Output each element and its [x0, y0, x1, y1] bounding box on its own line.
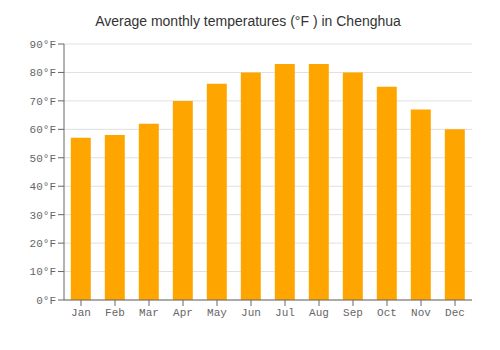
svg-text:Oct: Oct [377, 307, 397, 319]
svg-text:60°F: 60°F [30, 124, 56, 136]
svg-text:Aug: Aug [309, 307, 329, 319]
svg-text:30°F: 30°F [30, 210, 56, 222]
svg-text:40°F: 40°F [30, 181, 56, 193]
html-text:Average monthly temperatures (: Average monthly temperatures (°F ) in Ch… [95, 13, 401, 29]
svg-text:Apr: Apr [173, 307, 193, 319]
svg-text:Nov: Nov [411, 307, 431, 319]
svg-text:Jan: Jan [71, 307, 91, 319]
svg-text:Mar: Mar [139, 307, 159, 319]
svg-text:Feb: Feb [105, 307, 125, 319]
svg-text:10°F: 10°F [30, 266, 56, 278]
svg-text:Jun: Jun [241, 307, 261, 319]
svg-text:0°F: 0°F [36, 295, 56, 307]
svg-text:20°F: 20°F [30, 238, 56, 250]
svg-text:Jul: Jul [275, 307, 295, 319]
svg-text:90°F: 90°F [30, 39, 56, 51]
svg-text:50°F: 50°F [30, 153, 56, 165]
svg-text:Dec: Dec [445, 307, 465, 319]
svg-text:80°F: 80°F [30, 67, 56, 79]
svg-text:70°F: 70°F [30, 96, 56, 108]
svg-text:May: May [207, 307, 227, 319]
svg-text:Sep: Sep [343, 307, 363, 319]
